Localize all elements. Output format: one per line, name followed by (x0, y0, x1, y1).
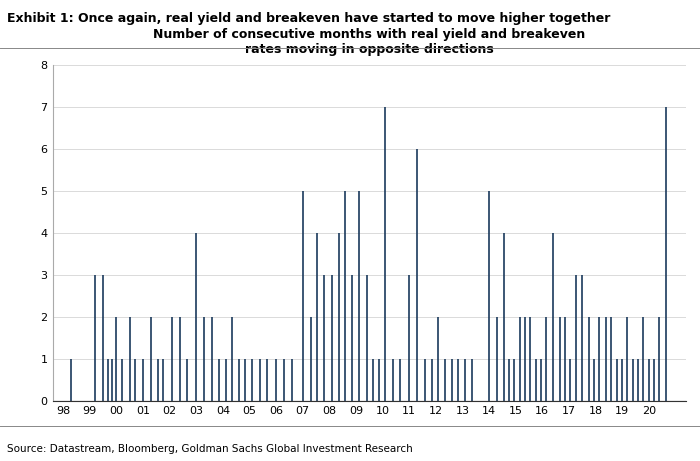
Text: Source: Datastream, Bloomberg, Goldman Sachs Global Investment Research: Source: Datastream, Bloomberg, Goldman S… (7, 444, 413, 454)
Text: Exhibit 1: Once again, real yield and breakeven have started to move higher toge: Exhibit 1: Once again, real yield and br… (7, 12, 610, 24)
Title: Number of consecutive months with real yield and breakeven
rates moving in oppos: Number of consecutive months with real y… (153, 29, 585, 56)
